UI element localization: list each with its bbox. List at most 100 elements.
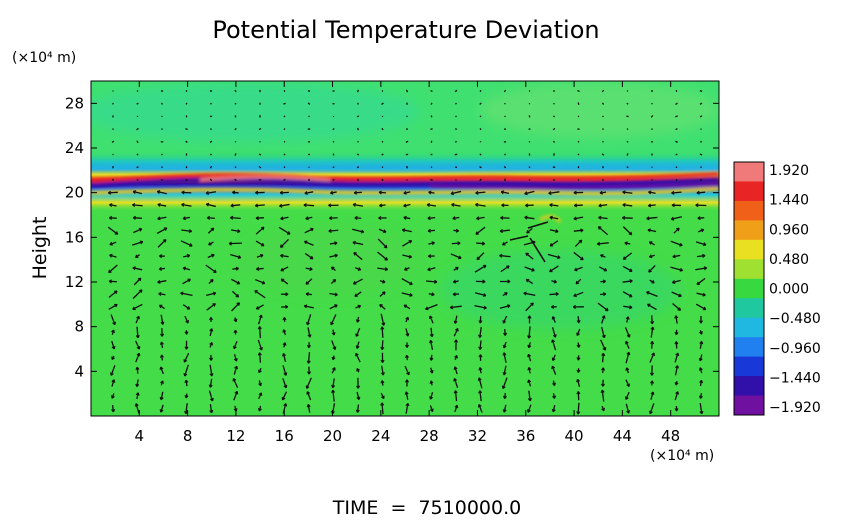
wind-vector	[235, 128, 236, 130]
wind-vector	[455, 141, 456, 142]
colorbar: 1.9201.4400.9600.4800.000−0.480−0.960−1.…	[734, 162, 821, 416]
wind-vector	[480, 90, 481, 91]
wind-vector	[554, 153, 555, 155]
x-axis-unit: (×10⁴ m)	[650, 448, 714, 464]
wind-vector	[358, 103, 359, 105]
wind-vector	[210, 103, 211, 104]
x-tick-label: 40	[565, 427, 584, 445]
y-axis-unit: (×10⁴ m)	[12, 50, 76, 66]
wind-vector	[578, 116, 579, 117]
colorbar-tick-label: −0.480	[769, 311, 821, 327]
wind-vector	[137, 103, 139, 104]
wind-vector	[553, 167, 555, 168]
wind-vector	[284, 116, 285, 117]
wind-vector	[627, 141, 628, 142]
colorbar-segment	[734, 298, 764, 318]
colorbar-segment	[734, 396, 764, 416]
wind-vector	[259, 129, 261, 130]
wind-vector	[113, 103, 114, 104]
wind-vector	[553, 141, 554, 142]
wind-vector	[626, 116, 628, 117]
colorbar-tick-label: −0.960	[769, 341, 821, 357]
wind-vector	[676, 179, 677, 181]
wind-vector	[431, 103, 432, 105]
x-tick-label: 24	[371, 427, 390, 445]
colorbar-tick-label: −1.440	[769, 370, 821, 386]
chart-title: Potential Temperature Deviation	[212, 16, 599, 44]
x-tick-label: 12	[226, 427, 245, 445]
time-label: TIME = 7510000.0	[332, 497, 521, 519]
wind-vector	[529, 142, 530, 143]
x-tick-label: 4	[135, 427, 145, 445]
colorbar-segment	[734, 240, 764, 260]
colorbar-segment	[734, 162, 764, 182]
wind-vector	[235, 167, 236, 168]
colorbar-tick-label: 0.960	[769, 222, 809, 238]
wind-vector	[259, 154, 261, 155]
colorbar-segment	[734, 357, 764, 377]
wind-vector	[651, 103, 652, 104]
wind-vector	[309, 167, 310, 168]
wind-vector	[357, 116, 359, 117]
colorbar-segment	[734, 181, 764, 201]
wind-vector	[652, 167, 653, 168]
wind-vector	[309, 179, 310, 181]
colorbar-segment	[734, 259, 764, 279]
y-axis-label: Height	[29, 217, 51, 280]
wind-vector	[430, 179, 432, 180]
wind-vector	[480, 128, 481, 129]
wind-vector	[676, 90, 677, 92]
colorbar-tick-label: 1.920	[769, 163, 809, 179]
wind-vector	[431, 167, 432, 168]
colorbar-segment	[734, 201, 764, 221]
wind-vector	[260, 141, 261, 142]
x-tick-label: 28	[420, 427, 439, 445]
wind-vector	[504, 154, 505, 155]
wind-vector	[284, 179, 286, 180]
colorbar-segment	[734, 279, 764, 299]
wind-vector	[284, 167, 285, 168]
wind-vector	[210, 91, 212, 92]
wind-vector	[283, 103, 285, 104]
wind-vector	[431, 91, 433, 92]
wind-vector	[161, 180, 163, 181]
wind-vector	[431, 116, 432, 118]
wind-vector	[406, 129, 408, 130]
y-tick-label: 20	[65, 184, 84, 202]
wind-vector	[602, 142, 603, 143]
colorbar-tick-label: 0.000	[769, 282, 809, 298]
y-tick-label: 24	[65, 139, 84, 157]
wind-vector	[430, 129, 432, 130]
wind-vector	[407, 166, 408, 168]
wind-vector	[701, 141, 702, 142]
y-tick-label: 12	[65, 273, 84, 291]
wind-vector	[137, 141, 138, 143]
wind-vector	[407, 90, 408, 92]
colorbar-segment	[734, 220, 764, 240]
wind-vector	[700, 91, 702, 92]
wind-vector	[162, 166, 163, 167]
heatmap-field	[80, 81, 720, 416]
wind-vector	[700, 116, 702, 117]
wind-vector	[578, 179, 579, 180]
wind-vector	[358, 90, 359, 92]
colorbar-tick-label: −1.920	[769, 400, 821, 416]
y-tick-label: 8	[74, 318, 84, 336]
wind-vector	[553, 180, 555, 181]
wind-vector	[162, 103, 163, 105]
wind-vector	[456, 128, 457, 130]
y-tick-label: 4	[74, 362, 84, 380]
wind-vector	[137, 154, 138, 155]
wind-vector	[210, 154, 211, 155]
wind-vector	[137, 167, 139, 168]
wind-vector	[210, 166, 211, 168]
wind-vector	[333, 116, 334, 117]
colorbar-tick-label: 1.440	[769, 193, 809, 209]
wind-vector	[235, 141, 236, 142]
wind-vector	[676, 129, 678, 130]
x-tick-label: 36	[516, 427, 535, 445]
x-tick-label: 48	[661, 427, 680, 445]
wind-vector	[578, 141, 579, 142]
